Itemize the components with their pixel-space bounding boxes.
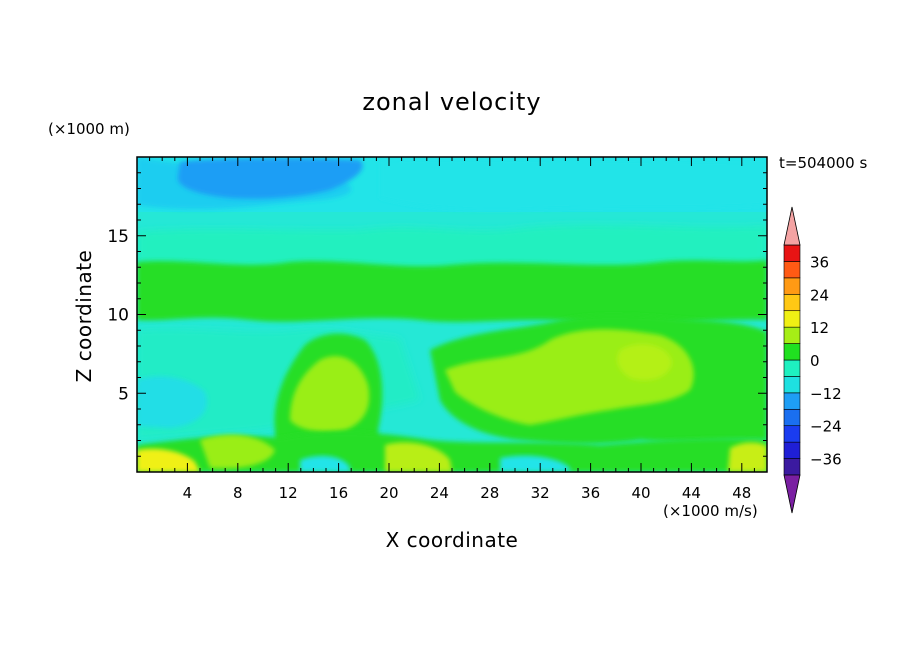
colorbar-tick-label: −36 bbox=[810, 451, 842, 469]
colorbar-bin bbox=[783, 277, 801, 295]
field-bottom-yellowgreen-left bbox=[200, 434, 275, 469]
colorbar-bin bbox=[783, 392, 801, 410]
colorbar-bin bbox=[783, 293, 801, 312]
time-label: t=504000 s bbox=[779, 154, 868, 172]
colorbar-tick-label: 0 bbox=[810, 352, 820, 370]
x-tick-label: 20 bbox=[379, 484, 398, 502]
colorbar-extend-max bbox=[783, 206, 801, 246]
field-bottom-yellowgreen-middle bbox=[385, 442, 452, 472]
colorbar-bin bbox=[783, 261, 801, 279]
x-tick-label: 40 bbox=[631, 484, 650, 502]
colorbar-tick-label: 36 bbox=[810, 253, 829, 271]
colorbar-bin bbox=[783, 376, 801, 394]
colorbar-bin bbox=[783, 408, 801, 427]
x-tick-label: 8 bbox=[233, 484, 243, 502]
field-bottom-green-strip bbox=[137, 432, 767, 472]
colorbar-bin bbox=[783, 441, 801, 459]
field-bottom-yellow-left bbox=[137, 448, 200, 472]
x-tick-label: 24 bbox=[430, 484, 449, 502]
contour-field bbox=[137, 157, 767, 472]
y-tick-label: 5 bbox=[118, 384, 129, 404]
field-upper-negative-blob bbox=[177, 157, 363, 199]
y-tick-label: 10 bbox=[107, 306, 129, 326]
colorbar-tick-label: 12 bbox=[810, 319, 829, 337]
colorbar-bin bbox=[783, 359, 801, 377]
y-axis-label: Z coordinate bbox=[72, 249, 96, 383]
colorbar-bin bbox=[783, 458, 801, 476]
x-tick-label: 28 bbox=[480, 484, 499, 502]
x-tick-label: 48 bbox=[732, 484, 751, 502]
field-upper-cyan-right bbox=[380, 159, 767, 211]
colorbar: 36 24 12 0 −12 −24 −36 bbox=[783, 206, 842, 514]
colorbar-extend-min bbox=[783, 474, 801, 514]
field-yellowgreen-patch-right bbox=[617, 343, 672, 381]
y-axis-unit: (×1000 m) bbox=[48, 120, 130, 138]
colorbar-tick-label: 24 bbox=[810, 286, 829, 304]
colorbar-bin bbox=[783, 244, 801, 262]
field-bottom-cyan-right bbox=[500, 455, 570, 472]
colorbar-bin bbox=[783, 425, 801, 443]
x-tick-label: 4 bbox=[183, 484, 193, 502]
y-axis-ticks: 5 10 15 bbox=[107, 172, 767, 457]
x-tick-label: 32 bbox=[531, 484, 550, 502]
field-yellowgreen-blob-central bbox=[290, 356, 370, 432]
x-axis-ticks: 4 8 12 16 20 24 28 32 36 40 44 48 bbox=[149, 157, 755, 502]
colorbar-tick-label: −24 bbox=[810, 418, 842, 436]
x-tick-label: 12 bbox=[279, 484, 298, 502]
colorbar-bin bbox=[783, 343, 801, 361]
x-tick-label: 44 bbox=[682, 484, 701, 502]
colorbar-tick-label: −12 bbox=[810, 385, 842, 403]
field-bottom-yellowgreen-right bbox=[728, 442, 767, 472]
x-tick-label: 16 bbox=[329, 484, 348, 502]
colorbar-unit: (×1000 m/s) bbox=[663, 502, 758, 520]
field-bottom-cyan-left bbox=[300, 455, 350, 472]
x-axis-label: X coordinate bbox=[385, 528, 519, 552]
chart-title: zonal velocity bbox=[362, 88, 542, 116]
field-lower-cyan-left bbox=[137, 376, 207, 428]
field-green-band bbox=[137, 260, 767, 325]
x-tick-label: 36 bbox=[581, 484, 600, 502]
colorbar-bin bbox=[783, 326, 801, 344]
colorbar-bin bbox=[783, 310, 801, 328]
y-tick-label: 15 bbox=[107, 227, 129, 247]
